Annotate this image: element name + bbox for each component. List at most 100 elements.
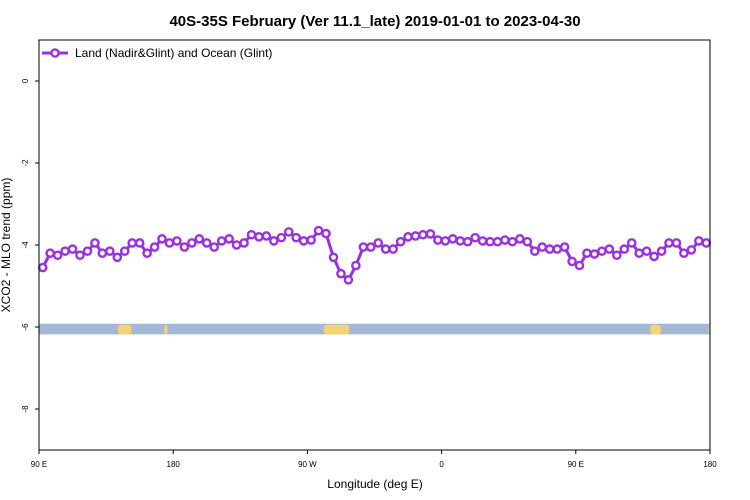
data-point <box>276 232 287 243</box>
legend-label: Land (Nadir&Glint) and Ocean (Glint) <box>75 46 272 60</box>
data-point <box>380 244 391 254</box>
chart-title: 40S-35S February (Ver 11.1_late) 2019-01… <box>169 13 580 30</box>
data-point <box>313 225 324 236</box>
data-point <box>194 234 205 244</box>
data-point <box>544 244 555 254</box>
data-point <box>403 231 413 242</box>
data-point <box>597 246 607 256</box>
data-point <box>470 232 480 243</box>
data-point <box>574 260 585 271</box>
ocean-band <box>39 323 710 335</box>
data-point <box>201 238 212 248</box>
series-line <box>41 229 707 282</box>
data-point <box>641 246 652 256</box>
data-point <box>82 246 93 256</box>
data-point <box>619 244 630 254</box>
data-point <box>686 245 697 255</box>
land-ocean-band <box>39 323 711 335</box>
data-point <box>567 256 577 267</box>
data-point <box>164 238 175 248</box>
x-tick-label: 180 <box>167 460 181 469</box>
data-point <box>529 246 540 256</box>
data-point <box>358 242 369 252</box>
data-point <box>90 238 100 248</box>
data-point <box>224 234 234 244</box>
data-point <box>515 234 525 244</box>
data-point <box>679 248 689 258</box>
data-point <box>447 234 458 244</box>
data-point <box>522 236 533 247</box>
data-point <box>52 250 63 261</box>
data-point <box>306 235 316 245</box>
y-axis-ticks: 0 -2 -4 -6 -8 <box>21 78 39 413</box>
data-point <box>418 229 428 240</box>
data-point <box>649 251 659 262</box>
data-point <box>388 244 398 254</box>
data-point <box>37 262 48 273</box>
data-point <box>187 238 197 248</box>
data-point <box>694 236 704 246</box>
data-point <box>172 236 182 246</box>
data-point <box>537 242 548 252</box>
data-point <box>142 248 152 258</box>
land-segment <box>164 324 168 335</box>
x-tick-label: 0 <box>439 460 444 469</box>
land-segment <box>118 324 132 335</box>
data-point <box>351 260 361 271</box>
data-point <box>433 235 443 245</box>
data-point <box>365 242 376 252</box>
y-tick-label: -6 <box>21 323 30 331</box>
legend: Land (Nadir&Glint) and Ocean (Glint) <box>42 46 272 60</box>
data-point <box>209 242 220 252</box>
data-point <box>455 236 466 246</box>
x-tick-label: 180 <box>703 460 717 469</box>
data-point <box>261 231 272 241</box>
data-point <box>239 238 249 248</box>
data-point <box>67 244 78 254</box>
data-point <box>552 244 562 254</box>
data-point <box>462 236 473 247</box>
data-point <box>283 227 294 237</box>
data-point <box>500 235 510 245</box>
x-tick-label: 90 W <box>298 460 317 469</box>
data-point <box>612 250 622 261</box>
data-point <box>626 238 637 248</box>
data-point <box>216 236 227 246</box>
data-point <box>127 238 137 248</box>
data-point <box>425 229 436 239</box>
data-point <box>112 252 123 263</box>
data-point <box>492 236 503 247</box>
data-point <box>134 238 145 248</box>
data-point <box>485 236 495 247</box>
data-point <box>559 242 570 252</box>
data-point <box>582 248 592 258</box>
data-point <box>45 248 55 258</box>
data-point <box>97 248 108 258</box>
data-point <box>589 249 600 259</box>
data-point <box>410 231 421 241</box>
data-point <box>336 268 346 279</box>
data-point <box>440 236 451 246</box>
data-point <box>60 246 70 256</box>
data-point <box>179 242 190 252</box>
data-point <box>507 236 518 247</box>
series-layer <box>37 225 712 285</box>
data-point <box>119 246 130 256</box>
data-point <box>328 252 339 263</box>
data-point <box>291 232 302 243</box>
y-tick-label: -8 <box>21 405 30 413</box>
legend-marker <box>50 48 60 58</box>
data-point <box>149 242 160 252</box>
data-point <box>298 236 309 246</box>
data-point <box>373 238 384 248</box>
data-point <box>105 246 115 256</box>
data-point <box>656 246 667 256</box>
data-point <box>269 236 279 246</box>
data-point <box>671 238 682 248</box>
y-tick-label: -4 <box>21 241 30 249</box>
data-point <box>343 275 354 285</box>
land-segment <box>323 324 350 335</box>
x-axis-ticks: 90 E 180 90 W 0 90 E 180 <box>31 450 717 469</box>
data-point <box>664 238 674 248</box>
